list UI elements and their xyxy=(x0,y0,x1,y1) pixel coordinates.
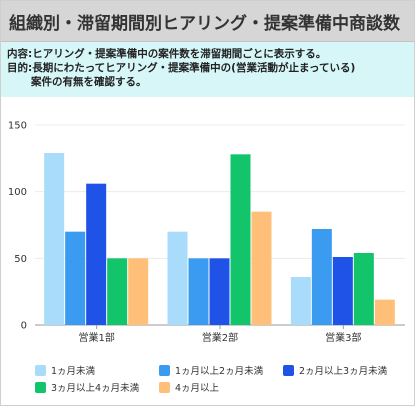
bar xyxy=(290,277,311,325)
legend-swatch xyxy=(283,364,294,376)
legend-item[interactable]: 1ヵ月以上2ヵ月未満 xyxy=(159,363,283,377)
legend-label: 4ヵ月以上 xyxy=(175,383,220,394)
bar xyxy=(44,153,65,325)
legend-swatch xyxy=(35,364,46,376)
y-tick-label: 0 xyxy=(21,321,27,332)
description-purpose-cont: 案件の有無を確認する。 xyxy=(31,76,147,88)
legend-item[interactable]: 1ヵ月未満 xyxy=(35,363,159,377)
y-tick-label: 150 xyxy=(8,121,27,132)
bar xyxy=(167,231,188,325)
y-tick-label: 100 xyxy=(8,187,27,198)
x-category-label: 営業3部 xyxy=(325,331,361,344)
bar xyxy=(128,258,149,325)
bar xyxy=(188,258,209,325)
legend-swatch xyxy=(159,364,170,376)
legend-label: 1ヵ月未満 xyxy=(51,366,96,377)
bar xyxy=(107,258,128,325)
description-box: 内容:ヒアリング・提案準備中の案件数を滞留期間ごとに表示する。 目的:長期にわた… xyxy=(1,42,414,97)
bar xyxy=(311,229,332,325)
bar xyxy=(86,183,107,325)
bar xyxy=(230,154,251,325)
legend-item[interactable]: 3ヵ月以上4ヵ月未満 xyxy=(35,380,159,394)
bar xyxy=(65,231,86,325)
bar xyxy=(374,299,395,325)
bar xyxy=(209,258,230,325)
chart-legend: 1ヵ月未満 1ヵ月以上2ヵ月未満 2ヵ月以上3ヵ月未満 3ヵ月以上4ヵ月未満 4ヵ月以上 xyxy=(35,363,415,394)
x-category-label: 営業2部 xyxy=(202,331,238,344)
bar xyxy=(251,211,272,325)
legend-label: 1ヵ月以上2ヵ月未満 xyxy=(175,366,264,377)
legend-item[interactable]: 2ヵ月以上3ヵ月未満 xyxy=(283,363,407,377)
legend-label: 3ヵ月以上4ヵ月未満 xyxy=(51,383,140,394)
bar xyxy=(353,253,374,325)
description-purpose: 目的:長期にわたってヒアリング・提案準備中の(営業活動が止まっている) xyxy=(7,62,356,74)
description-content: 内容:ヒアリング・提案準備中の案件数を滞留期間ごとに表示する。 xyxy=(7,48,327,60)
legend-item[interactable]: 4ヵ月以上 xyxy=(159,380,283,394)
legend-swatch xyxy=(35,381,46,393)
bar xyxy=(332,257,353,325)
page-title: 組織別・滞留期間別ヒアリング・提案準備中商談数 xyxy=(1,1,414,42)
legend-label: 2ヵ月以上3ヵ月未満 xyxy=(299,366,388,377)
x-category-label: 営業1部 xyxy=(78,331,114,344)
legend-swatch xyxy=(159,381,170,393)
y-tick-label: 50 xyxy=(14,254,27,265)
